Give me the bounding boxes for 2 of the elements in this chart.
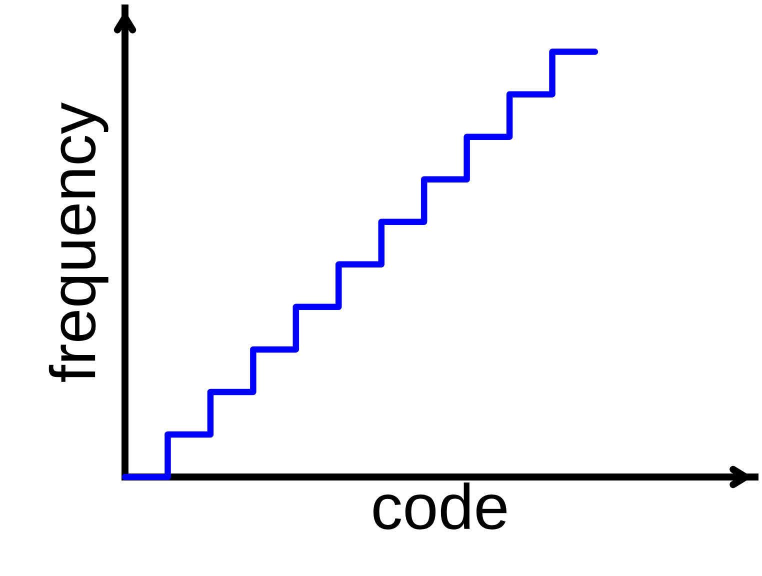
x-axis-title: code — [373, 482, 506, 530]
y-axis-title: frequency — [48, 102, 108, 382]
